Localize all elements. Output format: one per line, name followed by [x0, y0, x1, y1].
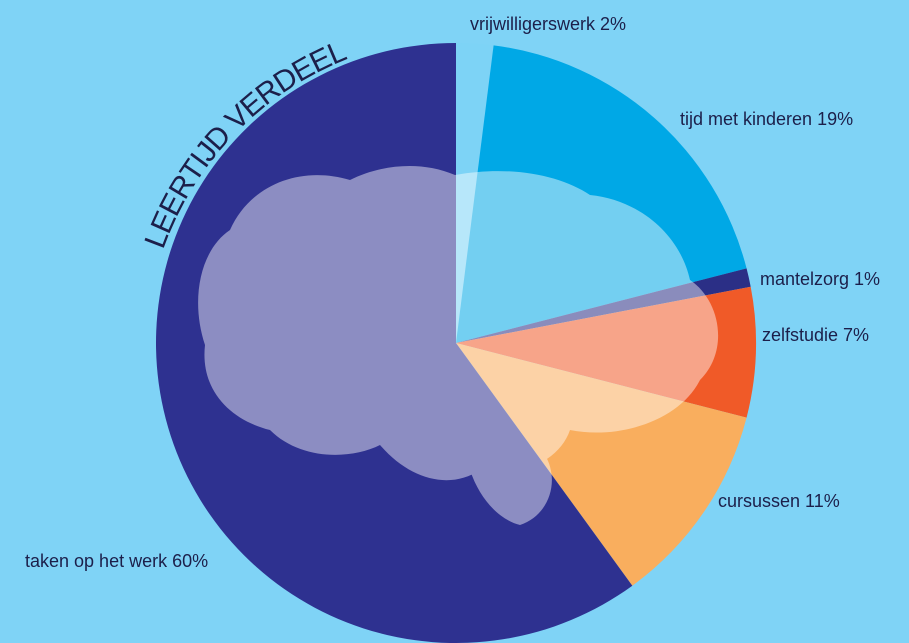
value-label: 19% — [817, 109, 853, 129]
category-name: vrijwilligerswerk — [470, 14, 596, 34]
category-name: zelfstudie — [762, 325, 838, 345]
value-label: 1% — [854, 269, 880, 289]
chart: LEERTIJD VERDEELD: vrijwilligerswerk2%ti… — [0, 0, 909, 643]
category-name: tijd met kinderen — [680, 109, 812, 129]
value-label: 2% — [600, 14, 626, 34]
category-name: taken op het werk — [25, 551, 168, 571]
value-label: 11% — [805, 491, 840, 511]
value-label: 60% — [172, 551, 208, 571]
value-label: 7% — [843, 325, 869, 345]
category-name: mantelzorg — [760, 269, 849, 289]
category-name: cursussen — [718, 491, 800, 511]
